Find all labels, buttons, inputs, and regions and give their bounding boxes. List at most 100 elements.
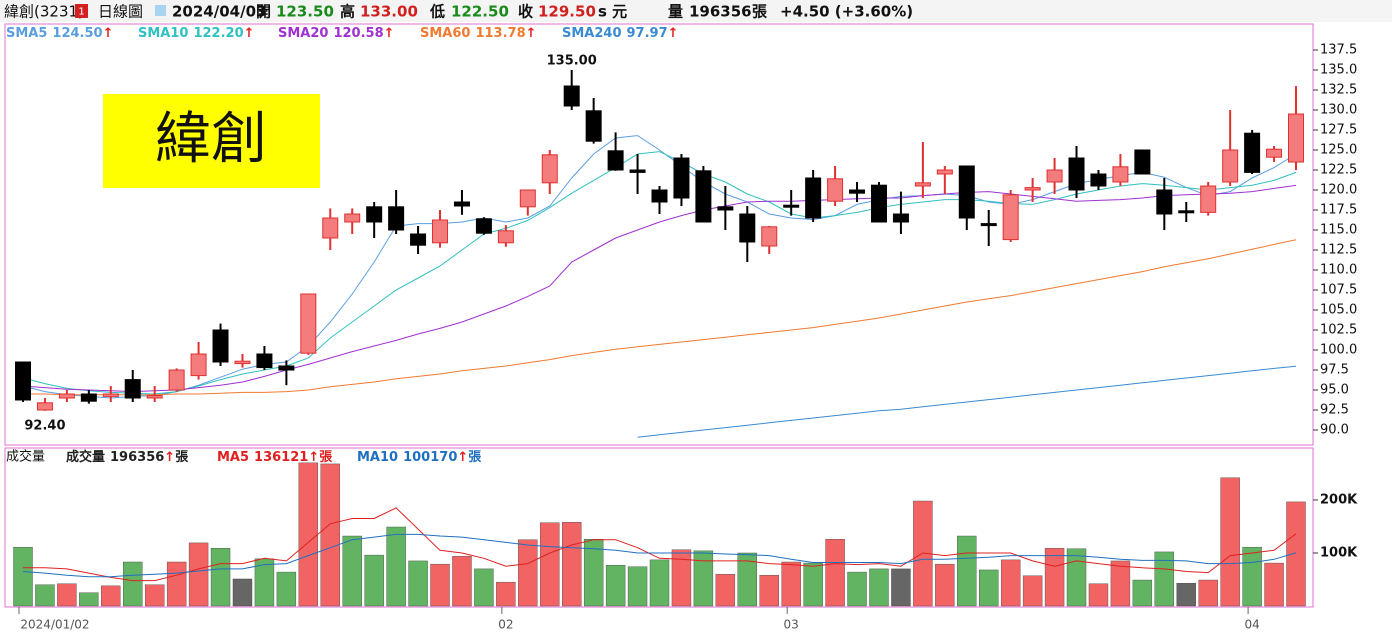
date: 2024/04/03: [172, 3, 266, 21]
legend-value-label: 97.97: [627, 26, 668, 41]
legend-name: 成交量: [66, 449, 105, 465]
candle-body: [1046, 169, 1063, 183]
volume-bar: [276, 571, 297, 607]
candle-body: [541, 154, 558, 184]
legend-name: MA10: [357, 450, 398, 465]
volume-bar: [1264, 562, 1284, 607]
volume-bar: [1110, 560, 1131, 607]
volume-bar: [232, 578, 253, 607]
volume-bar: [101, 585, 121, 607]
volume-bar: [759, 575, 779, 607]
volume-bar: [79, 592, 99, 607]
overlay-label: 緯創: [155, 107, 267, 172]
volume-bar: [935, 563, 955, 607]
volume-bar: [474, 568, 494, 607]
x-tick-label: 02: [498, 618, 513, 632]
volume-bar: [1286, 501, 1306, 607]
candle-body: [739, 213, 756, 243]
y-tick-label: 120.0: [1320, 183, 1357, 198]
volume-bar: [1242, 546, 1262, 607]
volume-bar: [342, 535, 362, 607]
axes: 90.0 92.5 95.0 97.5 100.0 102.5 105.0 107.5 110.…: [6, 26, 1358, 632]
candle-body: [607, 150, 624, 171]
candle-body: [1090, 173, 1107, 187]
legend-entry: SMA10 122.20↑: [138, 26, 255, 41]
candle-body: [870, 184, 887, 223]
volume-bar: [518, 539, 538, 607]
volume-bar: [781, 561, 801, 607]
volume-bar: [254, 558, 275, 607]
y-tick-label: 97.5: [1320, 363, 1349, 378]
volume-ma-line: [23, 507, 1297, 582]
volume-bar: [408, 560, 428, 607]
volume-bar: [737, 552, 757, 607]
legend-entry: MA10 100170↑張: [357, 450, 482, 465]
legend-arrow: ↑: [384, 26, 395, 41]
volume-bar: [583, 538, 604, 607]
change: +4.50 (+3.60%): [780, 3, 913, 21]
y-tick-label: 122.5: [1320, 163, 1357, 178]
candle-body: [410, 233, 427, 246]
legend-value-label: 124.50: [52, 26, 102, 41]
legend-arrow: ↑: [668, 26, 679, 41]
date-icon[interactable]: [155, 5, 166, 16]
legend-name: SMA5: [6, 26, 47, 41]
volume-bar: [605, 564, 626, 607]
candle-body: [651, 189, 668, 203]
y-tick-label: 112.5: [1320, 243, 1357, 258]
candle-body: [124, 379, 141, 399]
legend-name: SMA10: [138, 26, 188, 41]
high-annotation: 135.00: [547, 54, 597, 69]
y-tick-label: 200K: [1320, 492, 1358, 507]
y-tick-label: 95.0: [1320, 383, 1349, 398]
y-tick-label: 90.0: [1320, 423, 1349, 438]
candle-body: [497, 230, 514, 244]
candle-body: [256, 353, 273, 369]
y-tick-label: 115.0: [1320, 223, 1357, 238]
legend-name: SMA240: [562, 26, 622, 41]
x-tick-label: 2024/01/02: [20, 618, 89, 632]
overlay-box: [103, 94, 320, 188]
volume-bar: [671, 549, 692, 607]
high-label: 高: [340, 3, 355, 21]
low-annotation: 92.40: [24, 418, 65, 433]
y-tick-label: 127.5: [1320, 123, 1357, 138]
volume-bar: [1176, 583, 1196, 607]
volume-bar: [386, 526, 406, 607]
legend-entry: SMA5 124.50↑: [6, 26, 113, 41]
chart-kind[interactable]: 日線圖: [98, 3, 143, 21]
unit-label: s 元: [598, 3, 627, 21]
candle-body: [234, 360, 251, 365]
candle-body: [1002, 194, 1019, 241]
header-bar: [0, 0, 1392, 22]
candle-body: [673, 157, 690, 199]
legend-unit: 張: [319, 450, 333, 465]
legend-value-label: 122.20: [193, 26, 243, 41]
low-value: 122.50: [451, 3, 509, 21]
candle-body: [102, 393, 119, 397]
legend-unit: 張: [175, 450, 189, 465]
candle-body: [15, 361, 31, 401]
open-label: 開: [256, 3, 271, 21]
legend-value-label: 136121: [254, 450, 308, 465]
volume-bar: [825, 538, 845, 607]
legend-name: SMA60: [420, 26, 470, 41]
legend-arrow: ↑: [526, 26, 537, 41]
candle-body: [563, 85, 580, 107]
ma-line: [22, 151, 1297, 395]
volume-bar: [1154, 551, 1175, 607]
legend-entry: SMA20 120.58↑: [278, 26, 395, 41]
y-tick-label: 130.0: [1320, 103, 1357, 118]
low-label: 低: [429, 3, 445, 21]
candle-body: [761, 226, 778, 247]
close-value: 129.50: [538, 3, 596, 21]
volume-bar: [715, 573, 736, 607]
x-tick-label: 04: [1244, 618, 1259, 632]
volume-bar: [35, 584, 55, 607]
legend-value-label: 120.58: [333, 26, 383, 41]
legend-arrow: ↑: [457, 450, 468, 465]
candle-body: [1024, 187, 1041, 191]
volume-plot: [13, 462, 1306, 607]
y-tick-label: 132.5: [1320, 83, 1357, 98]
